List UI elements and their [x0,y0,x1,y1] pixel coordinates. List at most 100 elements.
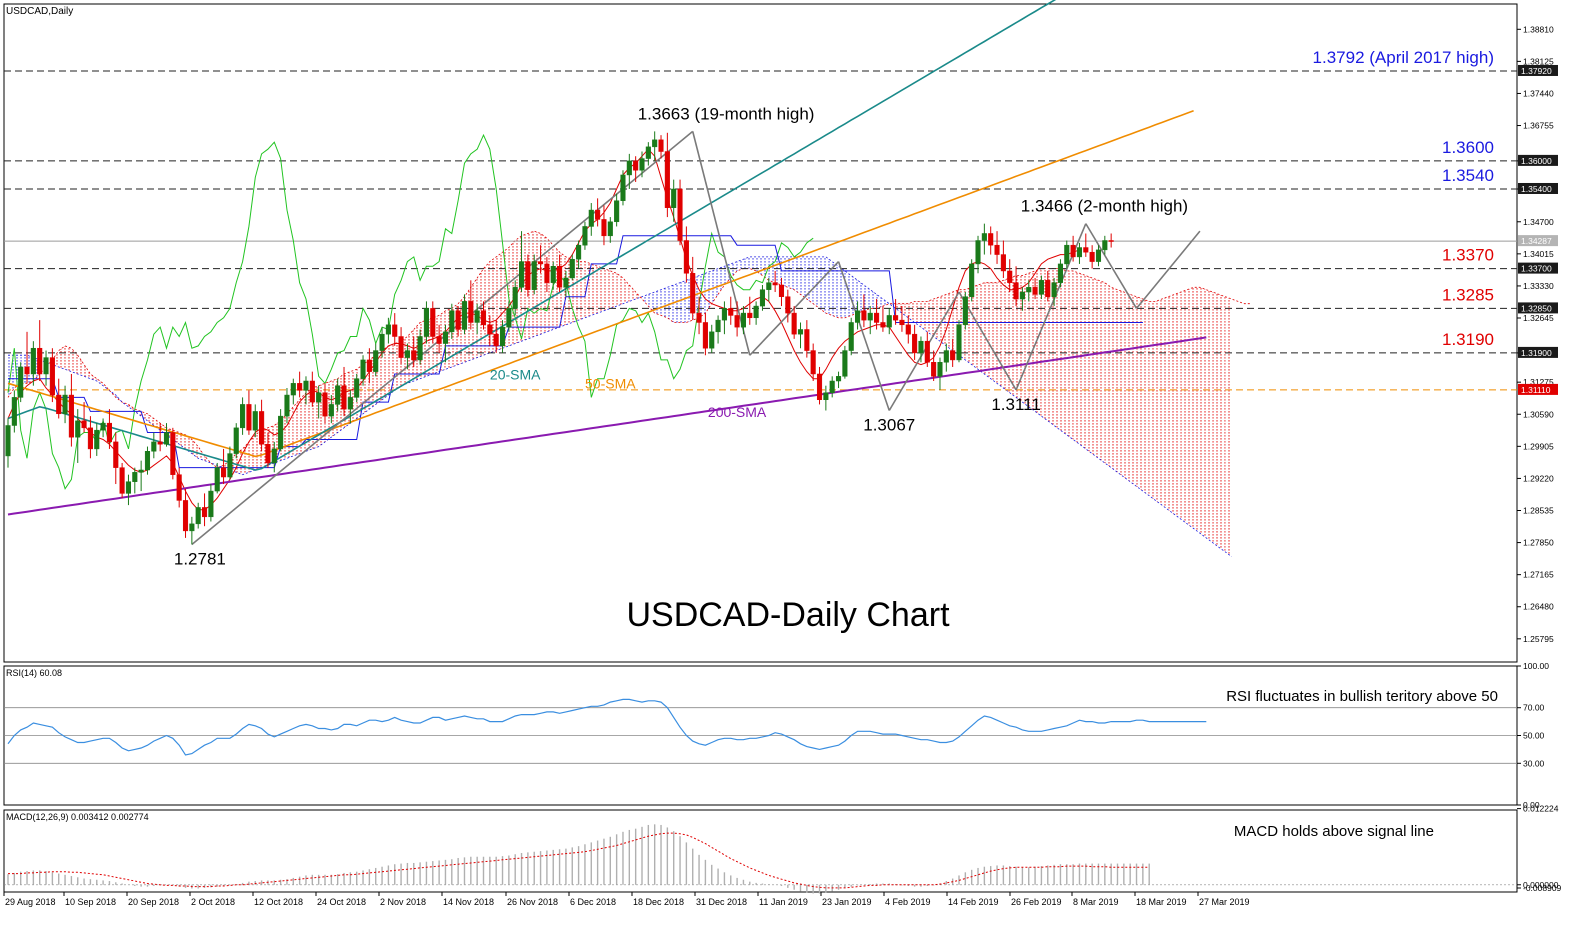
candle-body [893,315,899,321]
candle-body [30,347,36,375]
candle [316,385,322,419]
candle [1019,287,1025,311]
date-axis-label: 26 Nov 2018 [507,897,558,907]
candle [366,348,372,384]
candle-body [138,469,144,473]
candle-body [848,322,854,351]
candle [341,366,347,417]
candle [797,322,804,349]
ichimoku-cloud-segment [1174,292,1181,520]
candle [778,277,785,307]
ichimoku-cloud-segment [1155,299,1162,506]
ichimoku-cloud-segment [699,273,706,318]
candle-body [747,312,753,319]
trendline-7 [1085,223,1138,309]
candle-body [341,385,347,410]
ichimoku-cloud-segment [1123,292,1131,482]
candle-body [265,443,271,464]
sma20-line [7,0,1057,471]
chart-title: USDCAD-Daily Chart [626,596,950,634]
price-tag-6 [1518,346,1558,358]
candle-body [652,139,658,148]
tenkan-sen-line [7,148,1080,511]
ichimoku-cloud-segment [863,284,871,311]
candle [880,306,886,332]
candle-body [157,441,163,445]
ichimoku-cloud-segment [661,287,668,318]
candle [1102,235,1108,255]
candle-body [734,315,740,328]
ichimoku-cloud-segment [737,259,744,271]
price-axis-label: 1.27165 [1523,570,1554,580]
candle [512,280,518,316]
candle [569,254,575,281]
candle-body [37,347,43,375]
candle [480,301,487,330]
candle-body [322,392,328,417]
date-axis-label: 29 Aug 2018 [5,897,56,907]
candle [766,277,772,302]
candle-body [246,404,252,431]
chikou-span-line [7,133,814,490]
candle [43,350,49,386]
candle [119,462,125,499]
candle-body [931,362,937,377]
ichimoku-cloud-segment [1047,268,1055,426]
candle [842,345,848,379]
candle [823,385,829,411]
candle-body [87,427,93,450]
candle [170,427,176,480]
price-tag-label-6: 1.31900 [1521,348,1552,358]
candle [994,231,1000,264]
candle-body [804,329,810,351]
price-annotation-2: 1.3067 [863,416,915,435]
ichimoku-cloud-segment [768,256,776,283]
price-axis-label: 1.36755 [1523,121,1554,131]
candle-body [208,490,214,518]
candle-body [309,380,315,403]
ichimoku-cloud-segment [857,280,864,314]
candle [893,299,899,325]
ichimoku-cloud-segment [90,373,97,382]
candle [633,156,639,182]
level-label-0: 1.3792 (April 2017 high) [1313,48,1494,67]
ichimoku-cloud-segment [997,280,1004,389]
candle [848,317,854,356]
candle [740,306,746,335]
macd-axis-label: 0.000000 [1523,880,1559,890]
candle [392,313,398,346]
ichimoku-cloud-segment [673,282,681,323]
candle [1007,259,1013,293]
ichimoku-cloud-segment [743,256,750,269]
price-axis-label: 1.34015 [1523,249,1554,259]
candle [804,320,810,358]
price-axis-label: 1.26480 [1523,602,1554,612]
price-axis-label: 1.25795 [1523,634,1554,644]
candle-body [531,261,537,290]
candle-body [1045,280,1051,297]
candle [328,395,334,424]
price-tag-1 [1518,154,1558,166]
candle [252,404,258,438]
candle-body [702,322,708,349]
candle [284,388,290,424]
candle-body [163,432,170,445]
ichimoku-cloud-segment [179,432,186,449]
date-axis-label: 24 Oct 2018 [317,897,366,907]
ichimoku-cloud-segment [724,263,731,285]
candle-body [544,263,550,283]
ichimoku-cloud-segment [1161,296,1169,510]
price-panel [3,3,1518,663]
date-axis-label: 14 Nov 2018 [443,897,494,907]
ichimoku-cloud-segment [305,388,313,452]
candle-body [816,373,823,400]
rsi-axis-label: 0.00 [1523,800,1540,810]
candle-body [563,277,569,288]
candle [100,418,106,438]
ichimoku-cloud-segment [927,299,934,337]
macd-panel [3,809,1518,893]
candle-body [43,357,49,375]
ichimoku-cloud-segment [654,289,662,316]
candle-body [316,392,322,403]
